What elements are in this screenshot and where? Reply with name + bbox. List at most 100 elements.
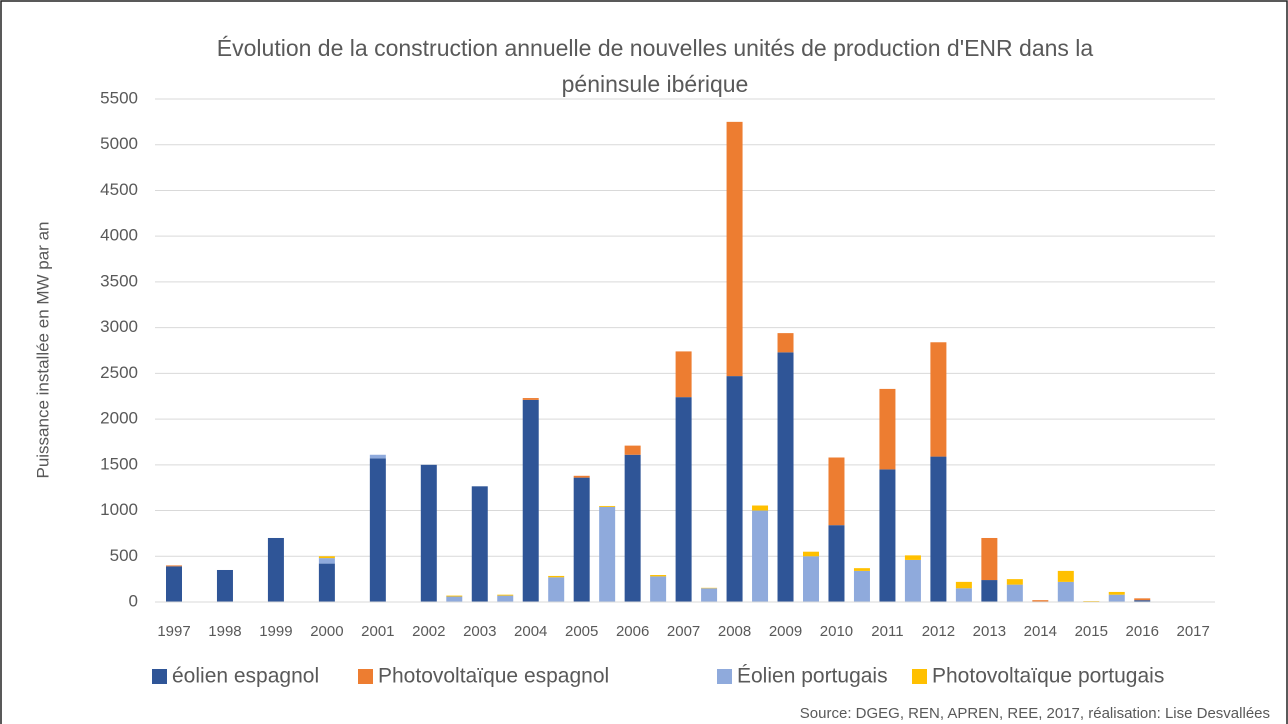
bar-segment (1108, 594, 1125, 602)
bar-segment (369, 458, 386, 602)
bar-segment (548, 577, 565, 602)
y-tick-label: 5500 (100, 88, 138, 107)
bar-segment (879, 388, 896, 470)
bar-segment (1032, 600, 1049, 602)
bar-segment (318, 556, 335, 559)
bar-segment (1057, 581, 1074, 602)
x-tick-label: 2012 (922, 623, 955, 640)
bar-segment (752, 505, 769, 511)
bar-segment (650, 576, 667, 602)
source: Source: DGEG, REN, APREN, REE, 2017, réa… (800, 705, 1270, 722)
x-tick-label: 2008 (718, 623, 751, 640)
legend-swatch (717, 669, 732, 684)
bar-segment (497, 595, 514, 602)
x-tick-label: 2002 (412, 623, 445, 640)
y-tick-label: 3500 (100, 271, 138, 290)
x-tick-label: 2011 (871, 623, 903, 640)
x-tick-label: 2001 (361, 623, 394, 640)
bar-segment (599, 505, 616, 507)
bar-segment (548, 575, 565, 578)
bar-segment (1006, 584, 1023, 602)
x-tick-label: 2015 (1075, 623, 1108, 640)
bar-segment (777, 333, 794, 353)
bar-segment (853, 570, 870, 602)
bar-segment (1006, 579, 1023, 585)
bar-segment (803, 556, 819, 602)
y-tick-label: 3000 (100, 317, 138, 336)
bar-segment (904, 555, 921, 560)
bar-segment (904, 559, 921, 602)
bar-segment (777, 352, 794, 602)
bar-segment (369, 454, 386, 459)
bar-segment (446, 596, 463, 602)
bar-segment (981, 580, 998, 602)
bar-segment (573, 475, 590, 478)
bar-segment (726, 376, 743, 602)
x-tick-label: 2014 (1024, 623, 1057, 640)
bar-segment (166, 565, 182, 567)
bar-segment (420, 464, 437, 602)
y-tick-label: 2000 (100, 409, 138, 428)
x-tick-label: 2009 (769, 623, 802, 640)
x-tick-label: 2003 (463, 623, 496, 640)
y-tick-label: 500 (110, 546, 138, 565)
bar-segment (828, 457, 845, 526)
bar-segment (1108, 591, 1125, 595)
bar-segment (828, 525, 845, 602)
bar-segment (1057, 570, 1074, 582)
bar-segment (522, 399, 539, 602)
x-tick-label: 1997 (157, 623, 190, 640)
bar-segment (752, 510, 769, 602)
x-tick-label: 2017 (1177, 623, 1210, 640)
bar-segment (1134, 598, 1151, 601)
x-tick-label: 2016 (1126, 623, 1159, 640)
legend-label: éolien espagnol (172, 665, 319, 688)
bar-segment (318, 563, 335, 602)
y-tick-label: 1500 (100, 454, 138, 473)
x-tick-label: 2005 (565, 623, 598, 640)
legend-label: Photovoltaïque portugais (932, 665, 1164, 688)
y-tick-label: 5000 (100, 134, 138, 153)
x-tick-label: 1998 (208, 623, 241, 640)
bar-segment (955, 588, 972, 602)
y-tick-label: 0 (129, 591, 138, 610)
bar-segment (930, 456, 947, 602)
bar-segment (675, 397, 692, 602)
legend-swatch (152, 669, 167, 684)
bar-segment (803, 551, 819, 557)
bar-segment (701, 588, 718, 602)
bar-segment (624, 454, 641, 602)
x-tick-label: 2006 (616, 623, 649, 640)
x-tick-label: 2007 (667, 623, 700, 640)
x-tick-label: 2004 (514, 623, 547, 640)
bar-segment (599, 506, 616, 602)
legend-swatch (358, 669, 373, 684)
x-tick-label: 2013 (973, 623, 1006, 640)
bar-segment (267, 537, 284, 602)
chart-title: péninsule ibérique (562, 71, 749, 97)
bar-segment (879, 469, 896, 602)
legend-swatch (912, 669, 927, 684)
bar-segment (573, 477, 590, 602)
chart-title: Évolution de la construction annuelle de… (217, 35, 1094, 61)
y-tick-label: 2500 (100, 363, 138, 382)
bar-segment (318, 558, 335, 564)
bar-segment (853, 568, 870, 571)
y-tick-label: 1000 (100, 500, 138, 519)
bar-segment (166, 566, 182, 602)
x-tick-label: 2000 (310, 623, 343, 640)
bar-segment (930, 342, 947, 457)
bar-segment (675, 351, 692, 398)
bar-segment (981, 537, 998, 581)
bar-segment (955, 581, 972, 589)
bar-segment (650, 575, 667, 577)
bar-segment (471, 486, 488, 602)
legend-label: Photovoltaïque espagnol (378, 665, 609, 688)
bar-segment (624, 445, 641, 455)
legend-label: Éolien portugais (737, 665, 888, 688)
bar-segment (446, 595, 463, 597)
bar-segment (1134, 600, 1151, 602)
x-tick-label: 1999 (259, 623, 292, 640)
